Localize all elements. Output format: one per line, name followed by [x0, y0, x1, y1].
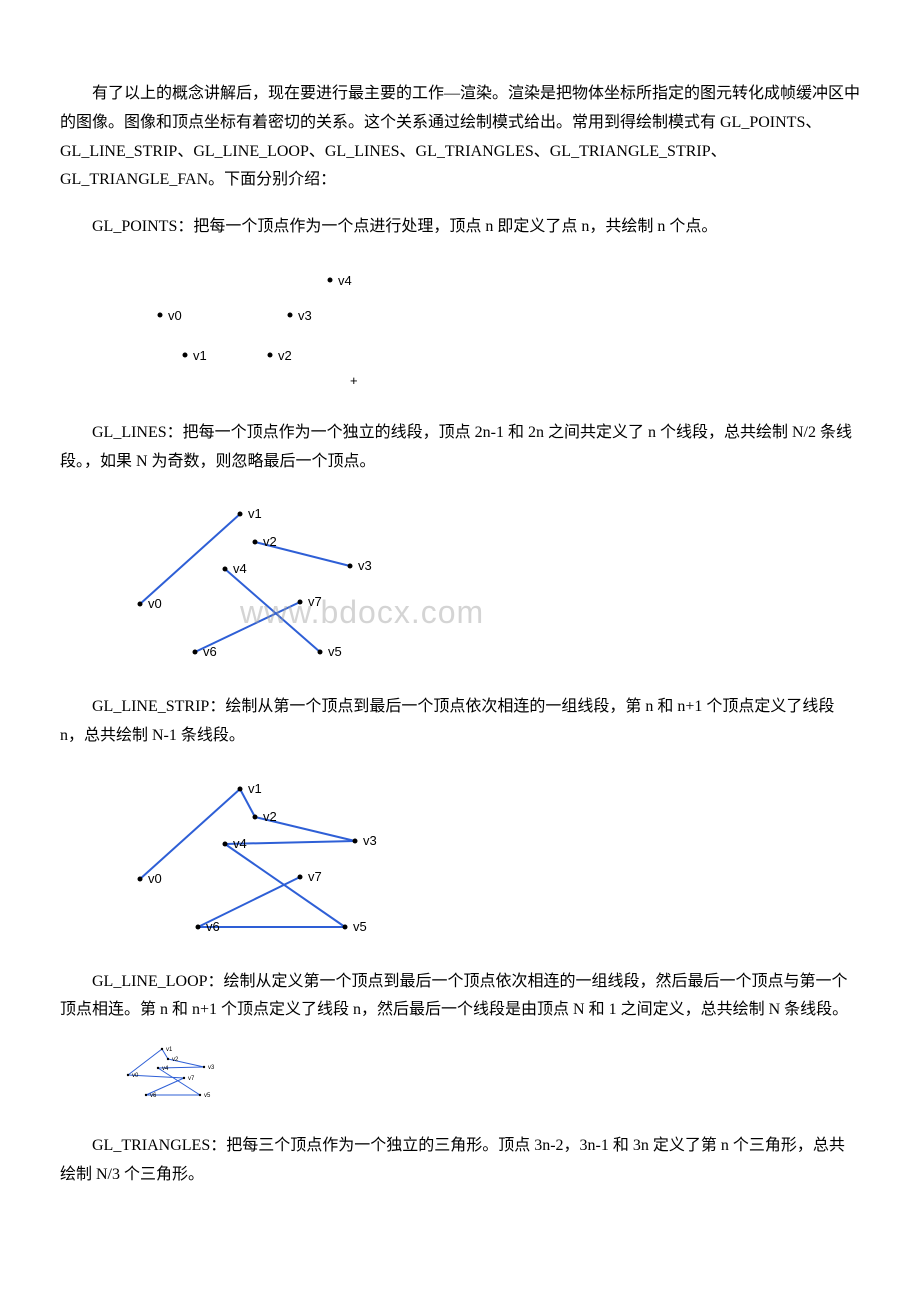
svg-text:v5: v5 [328, 644, 342, 659]
svg-text:v1: v1 [248, 506, 262, 521]
svg-text:v4: v4 [233, 836, 247, 851]
diagram-points: v0 v1 v2 v3 v4 + [120, 260, 860, 401]
paragraph-intro: 有了以上的概念讲解后，现在要进行最主要的工作—渲染。渲染是把物体坐标所指定的图元… [60, 80, 860, 195]
paragraph-line-strip: GL_LINE_STRIP：绘制从第一个顶点到最后一个顶点依次相连的一组线段，第… [60, 693, 860, 751]
paragraph-points: GL_POINTS：把每一个顶点作为一个点进行处理，顶点 n 即定义了点 n，共… [60, 213, 860, 242]
svg-text:v5: v5 [204, 1093, 211, 1099]
paragraph-triangles: GL_TRIANGLES：把每三个顶点作为一个独立的三角形。顶点 3n-2，3n… [60, 1132, 860, 1190]
svg-text:v0: v0 [148, 871, 162, 886]
svg-text:v0: v0 [132, 1073, 139, 1079]
svg-text:v1: v1 [193, 348, 207, 363]
svg-text:v7: v7 [308, 869, 322, 884]
svg-text:v0: v0 [168, 308, 182, 323]
svg-text:+: + [350, 373, 358, 388]
diagram-line-loop: v0 v1 v2 v3 v4 v5 v6 v7 [120, 1043, 860, 1114]
svg-text:v1: v1 [248, 781, 262, 796]
svg-text:v4: v4 [162, 1066, 169, 1072]
svg-text:v0: v0 [148, 596, 162, 611]
paragraph-lines: GL_LINES：把每一个顶点作为一个独立的线段，顶点 2n-1 和 2n 之间… [60, 419, 860, 477]
svg-text:v3: v3 [298, 308, 312, 323]
svg-text:v2: v2 [263, 809, 277, 824]
svg-text:v7: v7 [308, 594, 322, 609]
svg-text:v2: v2 [278, 348, 292, 363]
svg-text:v7: v7 [188, 1076, 195, 1082]
paragraph-line-loop: GL_LINE_LOOP：绘制从定义第一个顶点到最后一个顶点依次相连的一组线段，… [60, 968, 860, 1026]
svg-text:v3: v3 [358, 558, 372, 573]
svg-text:v6: v6 [150, 1093, 157, 1099]
svg-text:v1: v1 [166, 1047, 173, 1053]
svg-text:v4: v4 [233, 561, 247, 576]
svg-text:v6: v6 [206, 919, 220, 934]
diagram-lines: v0v1v2v3v4v5v6v7 www.bdocx.com [120, 494, 860, 675]
svg-text:v3: v3 [208, 1065, 215, 1071]
svg-text:v3: v3 [363, 833, 377, 848]
svg-text:v2: v2 [263, 534, 277, 549]
svg-text:v2: v2 [172, 1057, 179, 1063]
diagram-line-strip: v0 v1v2 v3 v4 v5 v6 v7 [120, 769, 860, 950]
svg-text:v5: v5 [353, 919, 367, 934]
svg-text:v4: v4 [338, 273, 352, 288]
svg-text:v6: v6 [203, 644, 217, 659]
